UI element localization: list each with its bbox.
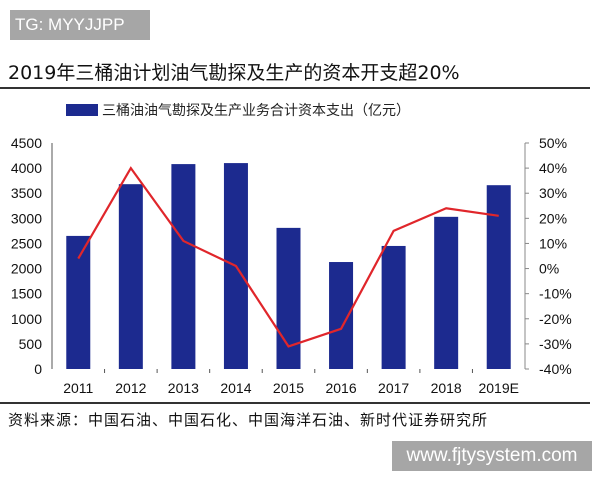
right-tick-label: -10% [539, 286, 572, 302]
right-tick-label: -30% [539, 336, 572, 352]
chart-title: 2019年三桶油计划油气勘探及生产的资本开支超20% [8, 62, 460, 84]
bar-2017 [381, 245, 406, 369]
watermark-bottom: www.fjtysystem.com [392, 441, 592, 471]
left-tick-label: 3000 [11, 210, 42, 226]
left-tick-label: 0 [34, 361, 42, 377]
right-tick-label: -40% [539, 361, 572, 377]
right-tick-label: 50% [539, 135, 567, 151]
x-tick-label: 2014 [220, 380, 251, 396]
legend-swatch-bar [66, 104, 98, 116]
title-divider [0, 87, 590, 89]
left-tick-label: 1000 [11, 311, 42, 327]
left-tick-label: 500 [19, 336, 43, 352]
x-tick-label: 2019E [478, 380, 518, 396]
x-tick-label: 2012 [115, 380, 146, 396]
right-tick-label: 20% [539, 210, 567, 226]
left-tick-label: 4500 [11, 135, 42, 151]
left-tick-label: 1500 [11, 286, 42, 302]
x-tick-label: 2016 [325, 380, 356, 396]
x-tick-label: 2015 [273, 380, 304, 396]
bar-2013 [171, 164, 196, 369]
legend-label: 三桶油油气勘探及生产业务合计资本支出（亿元） [102, 103, 410, 119]
bar-2016 [329, 262, 354, 369]
x-tick-label: 2013 [168, 380, 199, 396]
bar-2019E [486, 185, 511, 369]
right-tick-label: 40% [539, 160, 567, 176]
bar-2018 [434, 216, 459, 369]
left-tick-label: 3500 [11, 185, 42, 201]
right-tick-label: 0% [539, 261, 559, 277]
left-tick-label: 2500 [11, 235, 42, 251]
right-tick-label: -20% [539, 311, 572, 327]
bar-2012 [118, 184, 143, 369]
x-tick-label: 2011 [63, 380, 93, 396]
x-tick-label: 2018 [431, 380, 462, 396]
left-tick-label: 2000 [11, 261, 42, 277]
bar-2015 [276, 227, 301, 369]
right-tick-label: 30% [539, 185, 567, 201]
bar-2011 [66, 235, 91, 369]
right-tick-label: 10% [539, 235, 567, 251]
source-note: 资料来源：中国石油、中国石化、中国海洋石油、新时代证券研究所 [8, 411, 489, 429]
legend: 三桶油油气勘探及生产业务合计资本支出（亿元） [66, 100, 410, 120]
left-tick-label: 4000 [11, 160, 42, 176]
source-divider [0, 402, 590, 404]
watermark-top: TG: MYYJJPP [10, 10, 150, 40]
x-tick-label: 2017 [378, 380, 409, 396]
